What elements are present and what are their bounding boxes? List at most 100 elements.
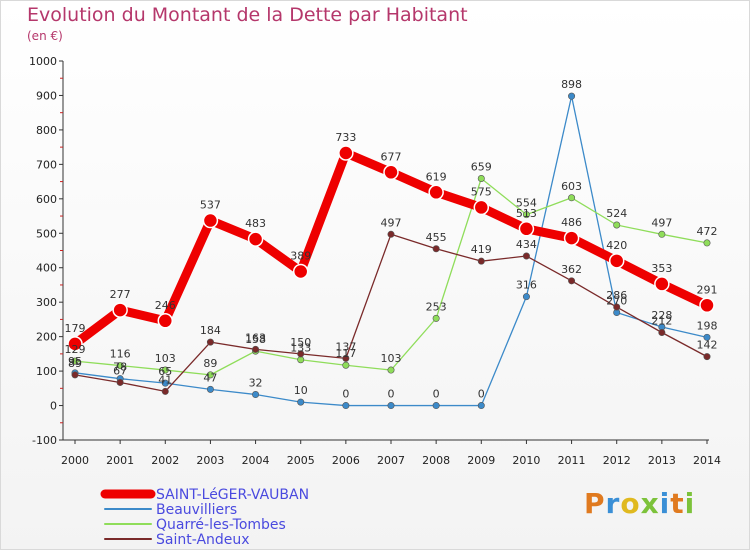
y-tick-label: 0 [50, 400, 57, 413]
data-label: 277 [110, 288, 131, 301]
data-point [428, 184, 444, 201]
data-label: 117 [335, 347, 356, 360]
unit-label: (en €) [27, 29, 63, 43]
data-point [297, 356, 305, 364]
data-label: 455 [426, 231, 447, 244]
data-label: 65 [158, 365, 172, 378]
data-label: 47 [203, 371, 217, 384]
x-tick-label: 2009 [467, 454, 495, 467]
data-point [568, 277, 576, 285]
data-label: 142 [697, 339, 718, 352]
data-point [699, 297, 715, 314]
x-tick-label: 2011 [558, 454, 586, 467]
data-point [473, 199, 490, 216]
data-point [252, 391, 260, 399]
data-label: 537 [200, 199, 221, 212]
data-label: 659 [471, 160, 492, 173]
data-label: 10 [294, 384, 308, 397]
data-label: 353 [651, 262, 672, 275]
data-point [161, 379, 169, 387]
data-label: 89 [203, 357, 217, 370]
chart-title: Evolution du Montant de la Dette par Hab… [27, 4, 468, 26]
data-point [658, 230, 666, 238]
data-point [518, 221, 535, 237]
data-point [387, 366, 395, 374]
data-label: 32 [249, 377, 263, 390]
data-label: 619 [426, 170, 447, 183]
x-tick-label: 2002 [151, 454, 179, 467]
proxiti-logo: Proxiti [584, 487, 696, 520]
data-point [522, 293, 530, 301]
y-tick-label: -100 [32, 434, 57, 447]
data-label: 733 [335, 131, 356, 144]
data-label: 67 [113, 364, 127, 377]
data-label: 228 [651, 309, 672, 322]
data-label: 472 [697, 225, 718, 238]
data-label: 129 [65, 343, 86, 356]
data-label: 253 [426, 300, 447, 313]
data-point [67, 336, 83, 352]
data-point [292, 263, 309, 280]
data-point [703, 353, 711, 361]
data-label: 163 [245, 331, 266, 344]
x-tick-label: 2006 [332, 454, 360, 467]
data-point [252, 345, 260, 353]
data-point [161, 387, 169, 395]
data-point [432, 402, 440, 410]
x-tick-label: 2013 [648, 454, 676, 467]
data-label: 116 [110, 348, 131, 361]
y-tick-label: 500 [36, 227, 57, 240]
data-label: 362 [561, 263, 582, 276]
y-tick-label: 1000 [29, 55, 57, 68]
y-tick-label: 900 [36, 89, 57, 102]
data-label: 0 [433, 388, 440, 401]
data-point [342, 361, 350, 369]
data-point [703, 333, 711, 341]
data-point [477, 174, 485, 182]
x-tick-label: 2004 [242, 454, 270, 467]
data-label: 524 [606, 207, 627, 220]
data-label: 554 [516, 197, 537, 210]
data-point [608, 253, 625, 269]
legend-label: Quarré-les-Tombes [156, 517, 286, 533]
data-point [338, 145, 354, 161]
data-label: 150 [290, 336, 311, 349]
data-label: 603 [561, 180, 582, 193]
data-point [477, 402, 485, 410]
data-label: 286 [606, 289, 627, 302]
y-tick-label: 100 [36, 365, 57, 378]
data-point [297, 398, 305, 406]
data-label: 677 [381, 150, 402, 163]
data-label: 184 [200, 324, 221, 337]
data-label: 497 [381, 216, 402, 229]
legend-label: Saint-Andeux [156, 532, 250, 548]
data-point [71, 357, 79, 365]
data-point [432, 245, 440, 253]
data-point [613, 221, 621, 229]
data-label: 0 [342, 388, 349, 401]
data-point [116, 362, 124, 370]
y-tick-label: 200 [36, 331, 57, 344]
data-label: 316 [516, 279, 537, 292]
y-tick-label: 600 [36, 193, 57, 206]
data-label: 497 [651, 216, 672, 229]
data-point [703, 239, 711, 247]
data-label: 78 [113, 361, 127, 374]
data-label: 486 [561, 216, 582, 229]
data-point [522, 252, 530, 260]
y-tick-label: 700 [36, 158, 57, 171]
data-point [568, 194, 576, 202]
data-point [654, 276, 670, 292]
data-label: 41 [158, 373, 172, 386]
data-label: 95 [68, 355, 82, 368]
x-tick-label: 2008 [422, 454, 450, 467]
data-label: 420 [606, 239, 627, 252]
data-point [247, 231, 264, 247]
x-tick-label: 2005 [287, 454, 315, 467]
data-point [613, 303, 621, 311]
data-label: 212 [651, 315, 672, 328]
x-tick-label: 2007 [377, 454, 405, 467]
data-point [202, 212, 219, 229]
data-label: 575 [471, 185, 492, 198]
